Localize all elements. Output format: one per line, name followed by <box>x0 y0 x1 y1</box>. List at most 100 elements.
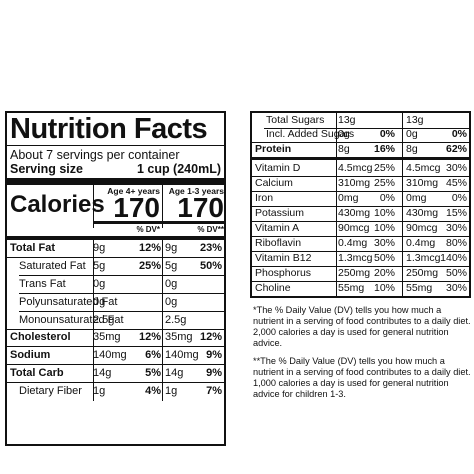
table-row: Trans Fat 0g 0g <box>7 276 224 293</box>
nutrient-label: Vitamin A <box>255 222 300 234</box>
nutrient-table-continued: Total Sugars 13g 13g Incl. Added Sugars 0g 0%… <box>250 111 471 298</box>
nutrient-label: Total Carb <box>10 367 64 379</box>
amount-age4: 90mcg <box>338 222 370 234</box>
dv-age4: 0% <box>379 128 395 140</box>
dv-age1-3: 50% <box>199 260 222 272</box>
dv-age4: 10% <box>373 207 395 219</box>
nutrient-label: Saturated Fat <box>19 260 86 272</box>
dv-age4: 20% <box>373 267 395 279</box>
table-row: Riboflavin 0.4mg 30% 0.4mg 80% <box>252 236 469 251</box>
amount-age4: 5g <box>93 260 106 272</box>
serving-size-value: 1 cup (240mL) <box>136 162 221 176</box>
dv-age1-3: 23% <box>199 242 222 254</box>
row-divider <box>7 364 224 365</box>
amount-age1-3: 0g <box>406 128 418 140</box>
nutrient-label: Monounsaturated Fat <box>19 314 124 326</box>
amount-age1-3: 5g <box>165 260 178 272</box>
row-divider <box>7 346 224 347</box>
table-row: Total Fat 9g 12% 9g 23% <box>7 240 224 257</box>
table-row: Cholesterol 35mg 12% 35mg 12% <box>7 329 224 346</box>
amount-age4: 0g <box>338 128 350 140</box>
servings-per-container: About 7 servings per container <box>10 148 180 162</box>
amount-age4: 310mg <box>338 177 371 189</box>
nutrient-label: Protein <box>255 143 292 155</box>
amount-age1-3: 90mcg <box>406 222 438 234</box>
row-divider <box>264 128 469 129</box>
row-divider <box>252 251 469 252</box>
thick-divider <box>7 178 224 185</box>
calories-value-2: 170 <box>177 192 224 223</box>
calories-label: Calories <box>10 191 105 218</box>
dv-age4: 16% <box>373 143 395 155</box>
dv-age4: 25% <box>138 260 161 272</box>
column-divider <box>162 240 163 401</box>
amount-age4: 8g <box>338 143 350 155</box>
table-row: Monounsaturated Fat 2.5g 2.5g <box>7 312 224 329</box>
row-divider <box>252 206 469 207</box>
dv-age4: 12% <box>138 242 161 254</box>
nutrient-label: Potassium <box>255 207 305 219</box>
nutrient-label: Vitamin B12 <box>255 252 312 264</box>
dv-age4: 5% <box>145 367 161 379</box>
nutrient-label: Calcium <box>255 177 293 189</box>
amount-age4: 14g <box>93 367 112 379</box>
nutrient-label: Vitamin D <box>255 162 301 174</box>
table-row: Dietary Fiber 1g 4% 1g 7% <box>7 383 224 400</box>
dv-age1-3: 9% <box>206 349 222 361</box>
divider <box>93 221 224 224</box>
dv-age1-3: 140% <box>440 252 467 264</box>
dv-age4: 6% <box>145 349 161 361</box>
column-divider <box>402 113 403 296</box>
nutrient-label: Iron <box>255 192 274 204</box>
amount-age4: 250mg <box>338 267 371 279</box>
dv-age1-3: 0% <box>451 192 467 204</box>
nutrition-facts-panel-main: Nutrition Facts About 7 servings per con… <box>5 111 226 446</box>
dv-header-1: % DV* <box>136 225 160 234</box>
row-divider <box>252 236 469 237</box>
footnote-adult: *The % Daily Value (DV) tells you how mu… <box>253 305 471 348</box>
dv-age1-3: 62% <box>445 143 467 155</box>
table-row: Protein 8g 16% 8g 62% <box>252 142 469 157</box>
nutrition-facts-panel-continued: Total Sugars 13g 13g Incl. Added Sugars 0g 0%… <box>250 111 471 446</box>
amount-age1-3: 140mg <box>165 349 199 361</box>
serving-size-label: Serving size <box>10 162 83 176</box>
dv-age1-3: 80% <box>445 237 467 249</box>
dv-age4: 10% <box>373 282 395 294</box>
nutrient-label: Cholesterol <box>10 331 71 343</box>
column-divider <box>162 185 163 228</box>
panel-title: Nutrition Facts <box>10 113 208 145</box>
thick-divider <box>252 157 469 160</box>
column-divider <box>93 240 94 401</box>
divider <box>7 145 224 146</box>
amount-age4: 1g <box>93 385 106 397</box>
amount-age1-3: 4.5mcg <box>406 162 441 174</box>
thick-divider <box>7 236 224 240</box>
row-divider <box>252 221 469 222</box>
amount-age1-3: 0.4mg <box>406 237 436 249</box>
table-row: Potassium 430mg 10% 430mg 15% <box>252 206 469 221</box>
amount-age1-3: 310mg <box>406 177 439 189</box>
amount-age4: 35mg <box>93 331 121 343</box>
row-divider <box>252 142 469 143</box>
dv-age1-3: 9% <box>206 367 222 379</box>
amount-age4: 2.5g <box>93 314 115 326</box>
dv-age1-3: 30% <box>445 282 467 294</box>
amount-age4: 140mg <box>93 349 127 361</box>
dv-age1-3: 30% <box>445 162 467 174</box>
amount-age4: 55mg <box>338 282 365 294</box>
row-divider <box>252 266 469 267</box>
amount-age1-3: 9g <box>165 242 178 254</box>
amount-age4: 4.5mcg <box>338 162 373 174</box>
table-row: Total Sugars 13g 13g <box>252 113 469 128</box>
row-divider <box>7 382 224 383</box>
age-group-header-1: Age 4+ years <box>107 186 160 196</box>
column-divider <box>336 113 337 296</box>
amount-age1-3: 250mg <box>406 267 439 279</box>
amount-age4: 0mg <box>338 192 359 204</box>
amount-age1-3: 13g <box>406 114 424 126</box>
amount-age4: 9g <box>93 242 106 254</box>
row-divider <box>252 191 469 192</box>
table-row: Saturated Fat 5g 25% 5g 50% <box>7 258 224 275</box>
dv-age1-3: 12% <box>199 331 222 343</box>
nutrient-label: Trans Fat <box>19 278 66 290</box>
